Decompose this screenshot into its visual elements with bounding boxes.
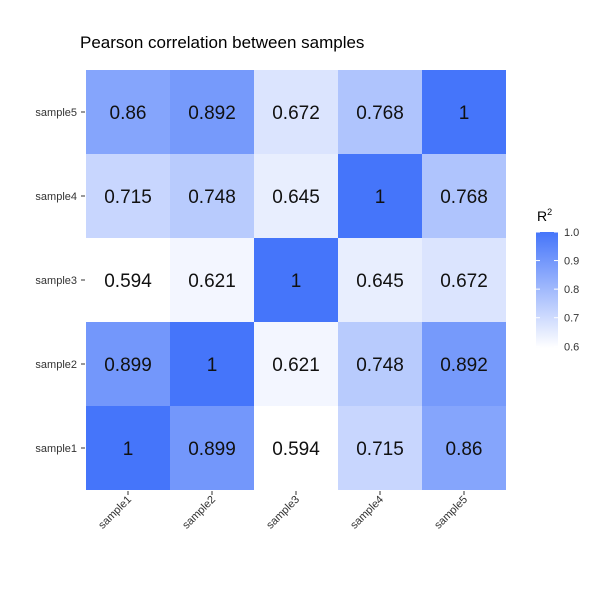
heatmap-cell-sample5-sample1 xyxy=(86,70,170,154)
chart-title: Pearson correlation between samples xyxy=(80,33,365,52)
cell-value-label: 0.768 xyxy=(356,103,404,124)
heatmap-cell-sample4-sample4 xyxy=(338,154,422,238)
heatmap-cell-sample3-sample1 xyxy=(86,238,170,322)
heatmap-cell-sample3-sample3 xyxy=(254,238,338,322)
heatmap-cell-sample3-sample4 xyxy=(338,238,422,322)
heatmap-cell-sample5-sample5 xyxy=(422,70,506,154)
legend-colorbar-gradient xyxy=(536,232,558,348)
cell-value-label: 0.672 xyxy=(272,103,320,124)
cell-value-label: 0.86 xyxy=(110,103,147,124)
y-axis-tick-label: sample4 xyxy=(35,191,77,203)
y-axis: sample1 sample2 sample3 sample4 sample5 xyxy=(35,107,85,455)
legend-tick-label: 0.8 xyxy=(564,284,579,296)
x-axis-tick-label: sample2 xyxy=(180,494,218,532)
cell-value-label: 1 xyxy=(207,355,218,376)
cell-value-label: 0.715 xyxy=(104,187,152,208)
heatmap-cell-sample1-sample5 xyxy=(422,406,506,490)
cell-value-label: 0.899 xyxy=(104,355,152,376)
cell-value-label: 1 xyxy=(459,103,470,124)
legend-tick-label: 1.0 xyxy=(564,227,579,239)
heatmap-cell-sample1-sample2 xyxy=(170,406,254,490)
heatmap-cell-sample1-sample4 xyxy=(338,406,422,490)
heatmap-value-labels: 1 0.899 0.594 0.715 0.86 0.899 1 0.621 0.748 0.89… xyxy=(104,103,488,460)
y-axis-tick-label: sample3 xyxy=(35,275,77,287)
cell-value-label: 1 xyxy=(375,187,386,208)
heatmap-cell-sample3-sample2 xyxy=(170,238,254,322)
cell-value-label: 0.594 xyxy=(104,271,152,292)
cell-value-label: 0.768 xyxy=(440,187,488,208)
y-axis-tick-label: sample1 xyxy=(35,443,77,455)
cell-value-label: 0.645 xyxy=(272,187,320,208)
legend-colorbar: 1.0 0.9 0.8 0.7 0.6 xyxy=(536,227,579,353)
heatmap-cell-sample3-sample5 xyxy=(422,238,506,322)
heatmap-cell-sample2-sample1 xyxy=(86,322,170,406)
x-axis-tick-label: sample1 xyxy=(96,494,134,532)
y-axis-tick-label: sample2 xyxy=(35,359,77,371)
heatmap-cell-sample5-sample2 xyxy=(170,70,254,154)
legend-title-superscript: 2 xyxy=(547,207,553,217)
heatmap-cell-sample4-sample5 xyxy=(422,154,506,238)
cell-value-label: 0.748 xyxy=(356,355,404,376)
heatmap-cell-sample2-sample4 xyxy=(338,322,422,406)
cell-value-label: 0.892 xyxy=(188,103,236,124)
heatmap-cell-sample1-sample1 xyxy=(86,406,170,490)
cell-value-label: 0.645 xyxy=(356,271,404,292)
cell-value-label: 0.86 xyxy=(446,439,483,460)
cell-value-label: 0.748 xyxy=(188,187,236,208)
heatmap-cells xyxy=(86,70,506,490)
legend-tick-label: 0.7 xyxy=(564,313,579,325)
cell-value-label: 0.621 xyxy=(272,355,320,376)
heatmap-cell-sample5-sample4 xyxy=(338,70,422,154)
heatmap-cell-sample2-sample2 xyxy=(170,322,254,406)
cell-value-label: 0.672 xyxy=(440,271,488,292)
x-axis-tick-label: sample3 xyxy=(264,494,302,532)
legend-title-text: R xyxy=(537,208,548,224)
x-axis: sample1 sample2 sample3 sample4 sample5 xyxy=(96,491,470,532)
heatmap-cell-sample4-sample1 xyxy=(86,154,170,238)
legend-title: R2 xyxy=(537,207,552,224)
heatmap-cell-sample5-sample3 xyxy=(254,70,338,154)
heatmap-cell-sample2-sample5 xyxy=(422,322,506,406)
cell-value-label: 1 xyxy=(291,271,302,292)
cell-value-label: 0.621 xyxy=(188,271,236,292)
heatmap-cell-sample1-sample3 xyxy=(254,406,338,490)
cell-value-label: 0.899 xyxy=(188,439,236,460)
x-axis-tick-label: sample4 xyxy=(348,494,386,532)
cell-value-label: 0.892 xyxy=(440,355,488,376)
y-axis-tick-label: sample5 xyxy=(35,107,77,119)
legend-tick-label: 0.9 xyxy=(564,256,579,268)
heatmap-cell-sample4-sample2 xyxy=(170,154,254,238)
legend-tick-label: 0.6 xyxy=(564,341,579,353)
heatmap-cell-sample4-sample3 xyxy=(254,154,338,238)
x-axis-tick-label: sample5 xyxy=(432,494,470,532)
cell-value-label: 0.715 xyxy=(356,439,404,460)
heatmap-cell-sample2-sample3 xyxy=(254,322,338,406)
cell-value-label: 1 xyxy=(123,439,134,460)
cell-value-label: 0.594 xyxy=(272,439,320,460)
